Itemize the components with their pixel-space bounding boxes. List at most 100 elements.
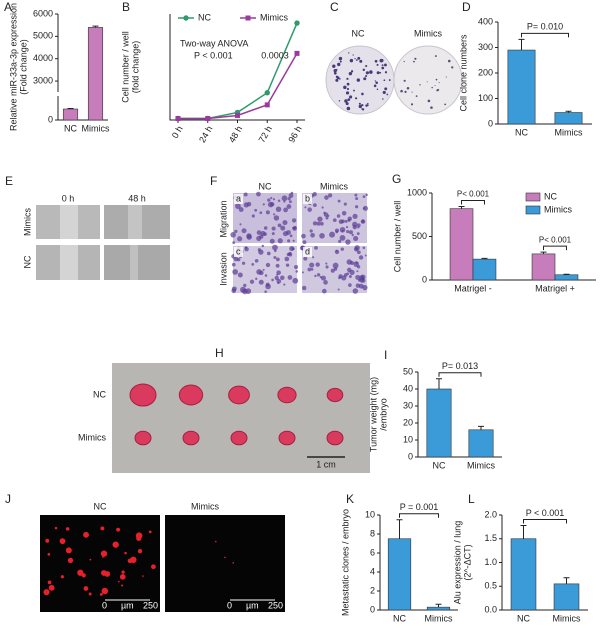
cell bbox=[264, 274, 268, 277]
tumor bbox=[228, 385, 250, 405]
wound bbox=[128, 205, 142, 239]
colony bbox=[410, 103, 414, 106]
column-label: 48 h bbox=[128, 193, 146, 203]
cell bbox=[339, 235, 346, 241]
colony bbox=[346, 77, 349, 80]
cell bbox=[348, 283, 352, 287]
cell bbox=[321, 206, 324, 209]
signal bbox=[100, 550, 108, 557]
cell bbox=[256, 191, 261, 197]
legend-label: NC bbox=[198, 12, 211, 22]
image-label: NC bbox=[352, 28, 365, 38]
point bbox=[294, 50, 300, 56]
tumor bbox=[277, 386, 297, 404]
legend-label: Mimics bbox=[260, 12, 288, 22]
cell bbox=[303, 256, 308, 261]
signal bbox=[214, 540, 217, 543]
colony bbox=[345, 102, 349, 106]
colony bbox=[335, 78, 339, 82]
colony bbox=[365, 65, 368, 68]
cell bbox=[301, 285, 307, 291]
colony bbox=[435, 78, 438, 81]
wound bbox=[130, 245, 138, 280]
colony bbox=[426, 81, 428, 83]
y-tick-label: 40 bbox=[403, 383, 413, 393]
cell bbox=[312, 221, 318, 226]
colony bbox=[381, 66, 385, 70]
x-tick-label: Mimics bbox=[467, 460, 495, 470]
cell bbox=[357, 278, 361, 282]
p-value: P< 0.001 bbox=[539, 235, 572, 244]
cell bbox=[340, 247, 345, 251]
cell bbox=[358, 255, 364, 260]
cell bbox=[353, 236, 359, 242]
tile-label: d bbox=[305, 246, 310, 256]
cell bbox=[344, 219, 348, 223]
cell bbox=[341, 229, 344, 232]
y-tick-label: 10 bbox=[403, 434, 413, 444]
colony bbox=[361, 92, 364, 96]
y-axis-label: (Fold change) bbox=[18, 39, 28, 95]
x-tick-label: Mimics bbox=[555, 127, 583, 137]
colony bbox=[431, 86, 433, 89]
significance-bracket bbox=[399, 513, 439, 518]
panel-letter: F bbox=[210, 174, 217, 188]
y-tick-label: 0.5 bbox=[484, 581, 497, 591]
cell bbox=[355, 274, 361, 280]
y-axis-label: Cell clone numbers bbox=[458, 34, 468, 112]
y-axis-label: Cell number / well bbox=[392, 201, 402, 273]
cell bbox=[338, 274, 343, 279]
cell bbox=[265, 210, 270, 215]
colony bbox=[369, 70, 373, 74]
colony bbox=[355, 59, 358, 61]
error-bar bbox=[481, 257, 488, 260]
colony bbox=[361, 108, 364, 110]
cell bbox=[320, 221, 324, 226]
annotation: 0.0003 bbox=[261, 50, 289, 60]
cell bbox=[287, 275, 293, 280]
cell bbox=[263, 226, 268, 230]
colony bbox=[383, 79, 386, 82]
scale-label: 250 bbox=[143, 600, 158, 610]
cell bbox=[325, 265, 329, 269]
legend-swatch bbox=[525, 205, 541, 215]
cell bbox=[288, 193, 294, 199]
tumor bbox=[326, 430, 344, 446]
scale-label: 0 bbox=[227, 600, 232, 610]
y-tick-label: 6000 bbox=[33, 8, 53, 18]
cell bbox=[357, 225, 360, 229]
cell bbox=[351, 233, 354, 237]
cell bbox=[330, 268, 335, 273]
annotation: P < 0.001 bbox=[194, 50, 233, 60]
colony bbox=[400, 89, 403, 93]
colony bbox=[333, 71, 337, 75]
cell bbox=[232, 241, 236, 245]
y-axis-label: /embryo bbox=[378, 398, 388, 431]
error-bar bbox=[518, 38, 525, 51]
signal bbox=[104, 571, 111, 577]
y-tick-label: 0 bbox=[370, 604, 375, 614]
tile-label: a bbox=[236, 193, 241, 203]
cell bbox=[284, 256, 290, 262]
cell bbox=[267, 198, 271, 202]
x-tick-label: 0 h bbox=[170, 124, 185, 140]
y-tick-label: 2 bbox=[370, 585, 375, 595]
colony bbox=[382, 98, 384, 100]
column-label: NC bbox=[259, 181, 272, 191]
x-tick-label: Mimics bbox=[425, 613, 453, 623]
colony bbox=[376, 88, 379, 91]
error-bar bbox=[478, 425, 484, 430]
cell bbox=[257, 248, 261, 252]
point bbox=[175, 115, 181, 121]
cell bbox=[237, 272, 243, 278]
y-tick-label: 300 bbox=[478, 42, 493, 52]
signal bbox=[100, 526, 105, 531]
colony bbox=[352, 54, 354, 56]
cell bbox=[262, 268, 265, 271]
colony bbox=[374, 59, 378, 63]
colony bbox=[414, 57, 417, 60]
significance-bracket bbox=[521, 32, 569, 38]
colony bbox=[376, 63, 379, 66]
y-tick-label: 10 bbox=[365, 509, 375, 519]
colony bbox=[373, 84, 377, 88]
